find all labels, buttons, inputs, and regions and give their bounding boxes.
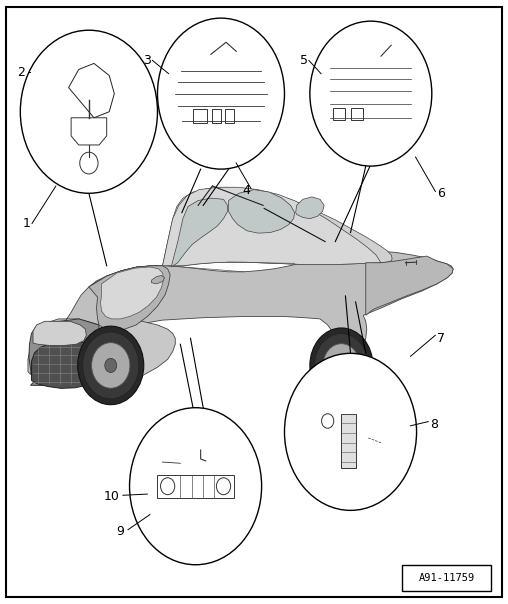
Polygon shape: [366, 256, 453, 315]
Circle shape: [20, 30, 157, 193]
Text: 3: 3: [143, 54, 151, 67]
Circle shape: [105, 358, 117, 373]
Polygon shape: [296, 197, 324, 219]
Polygon shape: [89, 187, 392, 287]
Polygon shape: [31, 341, 97, 388]
Bar: [402, 565, 491, 591]
Circle shape: [284, 353, 417, 510]
Circle shape: [83, 332, 139, 399]
Bar: [225, 109, 234, 123]
Polygon shape: [101, 267, 164, 319]
Text: A91-11759: A91-11759: [419, 573, 475, 583]
Polygon shape: [28, 251, 453, 374]
Circle shape: [91, 342, 130, 388]
Text: 7: 7: [437, 332, 445, 345]
Text: 8: 8: [430, 417, 438, 431]
Circle shape: [310, 328, 373, 403]
Circle shape: [314, 333, 368, 397]
Bar: [212, 109, 221, 123]
Bar: [341, 414, 356, 468]
Polygon shape: [29, 319, 99, 385]
Bar: [351, 108, 363, 120]
Text: 2: 2: [17, 66, 25, 79]
Text: 10: 10: [104, 490, 120, 503]
Circle shape: [323, 344, 360, 387]
Polygon shape: [229, 190, 295, 233]
Polygon shape: [171, 198, 228, 267]
Circle shape: [78, 326, 144, 405]
Text: 5: 5: [300, 54, 308, 67]
Text: 4: 4: [242, 184, 250, 197]
Polygon shape: [89, 266, 170, 331]
Polygon shape: [163, 187, 381, 266]
Polygon shape: [33, 321, 86, 345]
Circle shape: [130, 408, 262, 565]
Circle shape: [310, 21, 432, 166]
Bar: [333, 108, 345, 120]
Polygon shape: [151, 275, 165, 284]
Bar: [193, 109, 207, 123]
Polygon shape: [99, 319, 175, 385]
Text: 9: 9: [116, 525, 124, 538]
Circle shape: [336, 359, 347, 372]
Circle shape: [157, 18, 284, 169]
Bar: [157, 475, 234, 498]
Text: 1: 1: [22, 217, 30, 230]
Text: 6: 6: [437, 187, 445, 200]
